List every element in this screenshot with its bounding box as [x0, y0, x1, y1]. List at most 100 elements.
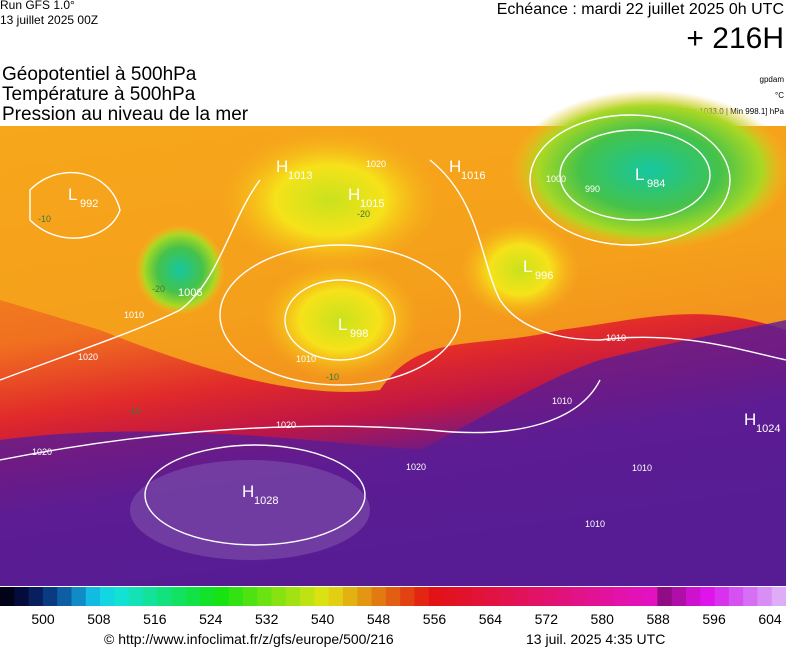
colorbar-tick-label: 588: [646, 611, 670, 627]
color-swatch: [71, 587, 87, 606]
color-swatch: [628, 587, 644, 606]
color-swatch: [743, 587, 758, 606]
cold-core: [260, 260, 420, 380]
color-swatch: [443, 587, 458, 606]
color-swatch: [771, 587, 786, 606]
run-label: Run GFS 1.0°: [0, 0, 75, 12]
color-swatch: [571, 587, 587, 606]
colorbar-tick-label: 524: [199, 611, 223, 627]
colorbar-tick-label: 540: [311, 611, 335, 627]
colorbar-tick-label: 596: [702, 611, 726, 627]
center-letter: H: [744, 410, 756, 429]
color-swatch: [671, 587, 687, 606]
color-swatch: [257, 587, 273, 606]
isobar-label: 1010: [632, 463, 652, 473]
colorbar-tick-label: 548: [367, 611, 391, 627]
colorbar-tick-label: 508: [87, 611, 111, 627]
color-swatch: [142, 587, 158, 606]
color-swatch: [214, 587, 230, 606]
color-swatch: [400, 587, 415, 606]
unit-label: gpdam: [760, 75, 785, 84]
colorbar-tick-label: 572: [535, 611, 559, 627]
color-swatch: [414, 587, 430, 606]
color-swatch: [200, 587, 215, 606]
color-swatch: [14, 587, 30, 606]
color-swatch: [342, 587, 358, 606]
color-swatch: [128, 587, 144, 606]
isobar-label: 990: [585, 184, 600, 194]
center-letter: L: [523, 257, 532, 276]
color-swatch: [528, 587, 544, 606]
center-pressure: 984: [647, 178, 665, 190]
color-swatch: [514, 587, 530, 606]
center-letter: L: [68, 185, 77, 204]
color-swatch: [0, 587, 15, 606]
isobar-label: 1010: [606, 333, 626, 343]
color-swatch: [643, 587, 658, 606]
color-swatch: [114, 587, 130, 606]
temperature-label: -10: [38, 214, 51, 224]
center-pressure: 996: [535, 270, 553, 282]
colorbar-tick-label: 580: [591, 611, 615, 627]
color-swatch: [271, 587, 287, 606]
color-swatch: [157, 587, 172, 606]
colorbar-tick-label: 516: [143, 611, 167, 627]
color-swatch: [328, 587, 344, 606]
source: © http://www.infoclimat.fr/z/gfs/europe/…: [104, 631, 394, 647]
color-swatch: [100, 587, 115, 606]
center-letter: L: [338, 315, 347, 334]
run-date: 13 juillet 2025 00Z: [0, 13, 98, 27]
color-swatch: [385, 587, 401, 606]
center-letter: H: [276, 157, 288, 176]
color-swatch: [285, 587, 301, 606]
color-swatch: [371, 587, 387, 606]
cold-core: [510, 90, 786, 250]
cold-core: [135, 225, 225, 315]
color-swatch: [714, 587, 730, 606]
unit-label: °C: [775, 91, 784, 100]
color-swatch: [585, 587, 601, 606]
title-line: Pression au niveau de la mer: [2, 104, 249, 125]
center-pressure: 992: [80, 198, 98, 210]
isobar-label: 1020: [366, 159, 386, 169]
temperature-label: -10: [326, 372, 339, 382]
valid-time: Echéance : mardi 22 juillet 2025 0h UTC: [497, 1, 784, 18]
center-pressure: 998: [350, 328, 368, 340]
colorbar-tick-label: 500: [31, 611, 55, 627]
color-swatch: [500, 587, 515, 606]
colorbar-tick-label: 564: [479, 611, 503, 627]
center-pressure: 1006: [178, 287, 202, 299]
color-swatch: [57, 587, 72, 606]
color-swatch: [171, 587, 187, 606]
color-swatch: [314, 587, 330, 606]
color-swatch: [457, 587, 473, 606]
title-line: Température à 500hPa: [2, 84, 196, 105]
colorbar-tick-label: 604: [758, 611, 782, 627]
color-swatch: [685, 587, 701, 606]
colorbar: 500 508 516 524 532 540 548 556 564 572 580 588 596 6…: [0, 587, 786, 627]
isobar-label: 1020: [276, 420, 296, 430]
color-swatch: [600, 587, 616, 606]
center-pressure: 1024: [756, 423, 780, 435]
center-pressure: 1016: [461, 170, 485, 182]
color-swatch: [657, 587, 673, 606]
color-swatch: [614, 587, 630, 606]
temperature-label: -10: [128, 406, 141, 416]
center-letter: H: [449, 157, 461, 176]
color-swatch: [428, 587, 444, 606]
color-swatch: [543, 587, 558, 606]
timestamp: 13 juil. 2025 4:35 UTC: [526, 631, 665, 647]
color-swatch: [85, 587, 101, 606]
center-pressure: 1028: [254, 495, 278, 507]
colorbar-tick-label: 556: [423, 611, 447, 627]
color-swatch: [557, 587, 573, 606]
isobar-label: 1010: [124, 310, 144, 320]
color-swatch: [228, 587, 244, 606]
colorbar-tick-label: 532: [255, 611, 279, 627]
color-swatch: [242, 587, 258, 606]
color-swatch: [28, 587, 44, 606]
isobars: [0, 114, 786, 546]
center-letter: H: [242, 482, 254, 501]
